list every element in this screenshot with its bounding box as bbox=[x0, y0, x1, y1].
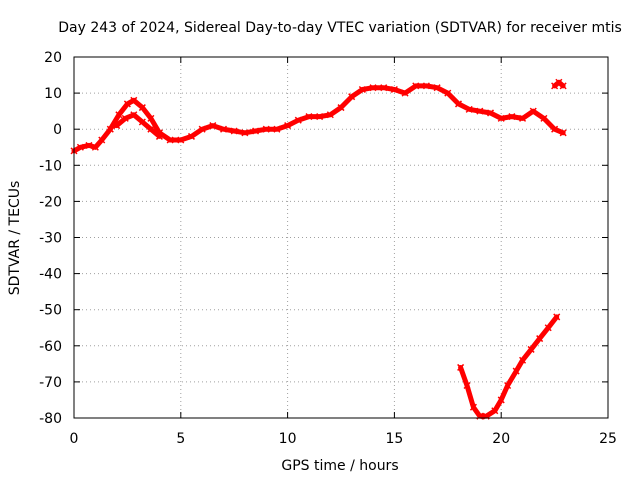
data-point bbox=[337, 104, 345, 112]
data-point bbox=[412, 82, 420, 90]
data-point bbox=[177, 136, 185, 144]
data-point bbox=[230, 127, 238, 135]
data-point bbox=[463, 381, 471, 390]
data-point bbox=[187, 132, 196, 140]
data-point bbox=[433, 84, 441, 92]
data-point bbox=[401, 89, 409, 97]
data-point bbox=[540, 114, 548, 122]
data-point bbox=[512, 367, 520, 375]
data-point bbox=[454, 100, 463, 108]
data-point bbox=[457, 363, 465, 371]
data-point bbox=[147, 125, 155, 133]
data-point bbox=[130, 111, 138, 119]
data-point bbox=[252, 127, 260, 135]
data-point bbox=[491, 407, 499, 415]
data-point bbox=[553, 313, 561, 321]
data-point bbox=[113, 122, 121, 130]
data-point bbox=[559, 129, 567, 137]
data-point bbox=[536, 335, 544, 343]
data-point bbox=[529, 107, 537, 115]
y-tick-label: -30 bbox=[39, 231, 62, 247]
y-tick-label: 0 bbox=[53, 122, 62, 138]
data-point bbox=[121, 114, 129, 122]
data-point bbox=[469, 403, 477, 411]
data-point bbox=[544, 324, 552, 332]
data-point bbox=[273, 125, 281, 133]
y-tick-label: 10 bbox=[44, 86, 62, 102]
y-axis-label: SDTVAR / TECUs bbox=[7, 181, 23, 296]
data-point bbox=[497, 114, 505, 122]
data-point bbox=[155, 132, 163, 140]
data-point bbox=[390, 85, 398, 94]
x-tick-label: 5 bbox=[176, 431, 185, 447]
data-series bbox=[70, 78, 567, 420]
x-tick-label: 15 bbox=[385, 431, 403, 447]
data-point bbox=[106, 125, 114, 133]
data-point bbox=[348, 93, 356, 101]
data-point bbox=[241, 129, 249, 137]
data-point bbox=[284, 122, 292, 130]
x-tick-label: 25 bbox=[599, 431, 617, 447]
data-point bbox=[519, 356, 527, 364]
data-point bbox=[444, 89, 452, 97]
y-tick-label: -50 bbox=[39, 303, 62, 319]
data-point bbox=[504, 381, 512, 390]
data-point bbox=[508, 113, 516, 121]
data-point bbox=[476, 107, 484, 115]
data-point bbox=[519, 114, 527, 122]
series-satellite-track-late bbox=[551, 78, 567, 90]
data-point bbox=[198, 125, 206, 133]
gridlines bbox=[74, 57, 608, 418]
data-point bbox=[316, 113, 324, 121]
data-point bbox=[138, 104, 146, 112]
data-point bbox=[326, 111, 334, 119]
data-point bbox=[369, 84, 377, 92]
data-point bbox=[527, 345, 535, 353]
x-tick-label: 0 bbox=[70, 431, 79, 447]
data-point bbox=[262, 125, 270, 133]
data-point bbox=[422, 82, 430, 90]
y-tick-label: -70 bbox=[39, 375, 62, 391]
axis-ticks: 0 5 10 15 20 25 -80 -70 -60 -50 -40 -30 -20 -10 0 10 20 bbox=[39, 50, 617, 447]
data-point bbox=[166, 136, 174, 144]
series-trace bbox=[458, 314, 560, 419]
data-point bbox=[115, 111, 123, 119]
data-point bbox=[219, 125, 228, 133]
x-axis-label: GPS time / hours bbox=[281, 458, 398, 474]
data-point bbox=[130, 96, 138, 104]
data-point bbox=[358, 85, 366, 94]
y-tick-label: -60 bbox=[39, 339, 62, 355]
data-point bbox=[138, 118, 146, 126]
data-point bbox=[294, 116, 302, 124]
data-point bbox=[497, 396, 505, 404]
x-tick-label: 20 bbox=[492, 431, 510, 447]
data-point bbox=[209, 122, 217, 130]
data-point bbox=[76, 143, 84, 151]
data-point bbox=[559, 82, 567, 90]
data-point bbox=[85, 141, 93, 149]
y-tick-label: -10 bbox=[39, 158, 62, 174]
data-point bbox=[465, 105, 473, 113]
y-tick-label: -20 bbox=[39, 194, 62, 210]
data-point bbox=[123, 100, 131, 108]
data-point bbox=[98, 136, 106, 144]
data-point bbox=[551, 125, 559, 133]
y-tick-label: 20 bbox=[44, 50, 62, 66]
y-tick-label: -40 bbox=[39, 267, 62, 283]
x-tick-label: 10 bbox=[279, 431, 297, 447]
chart-title: Day 243 of 2024, Sidereal Day-to-day VTE… bbox=[58, 20, 622, 36]
series-satellite-track-lower bbox=[113, 111, 163, 140]
data-point bbox=[91, 143, 99, 151]
series-satellite-track-dip bbox=[457, 313, 561, 420]
data-point bbox=[147, 114, 155, 122]
y-tick-label: -80 bbox=[39, 411, 62, 427]
data-point bbox=[305, 113, 313, 121]
data-point bbox=[486, 109, 495, 117]
data-point bbox=[380, 84, 388, 92]
